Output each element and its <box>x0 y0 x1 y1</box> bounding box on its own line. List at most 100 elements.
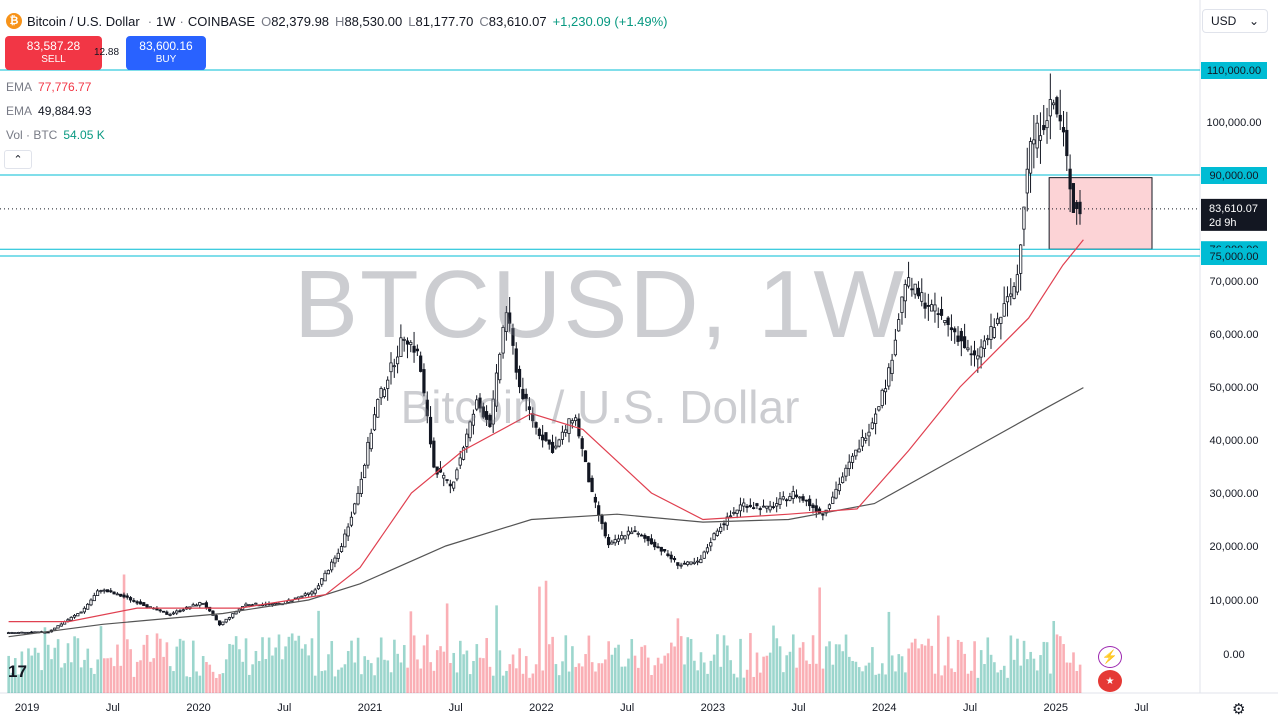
volume-bar <box>46 644 50 693</box>
candle-body <box>211 610 215 616</box>
volume-bar <box>73 636 76 693</box>
candle-body <box>791 491 795 499</box>
volume-bar <box>933 673 937 693</box>
volume-bar <box>686 637 690 693</box>
candle-body <box>580 438 584 449</box>
volume-bar <box>195 671 198 693</box>
x-tick-label: 2025 <box>1043 702 1067 714</box>
volume-bar <box>99 626 103 693</box>
buy-button[interactable]: 83,600.16 BUY <box>126 36 206 70</box>
candle-body <box>10 632 14 634</box>
candle-body <box>906 277 911 287</box>
candle-body <box>1028 141 1033 174</box>
volume-bar <box>60 667 63 693</box>
candle-body <box>989 326 993 340</box>
volume-bar <box>613 647 617 693</box>
y-tick-label: 60,000.00 <box>1210 329 1259 341</box>
volume-bar <box>973 641 976 693</box>
volume-bar <box>1029 651 1032 693</box>
candle-body <box>481 406 485 418</box>
settings-gear-icon[interactable]: ⚙ <box>1232 701 1246 718</box>
currency-select[interactable]: USD ⌄ <box>1202 9 1268 33</box>
volume-bar <box>548 644 551 693</box>
indicator-ema-1[interactable]: EMA 77,776.77 <box>6 80 92 94</box>
volume-bar <box>238 649 241 693</box>
volume-bar <box>172 671 175 693</box>
candle-body <box>630 531 634 535</box>
candle-body <box>178 610 182 613</box>
candle-body <box>1048 99 1052 117</box>
volume-bar <box>1016 638 1019 693</box>
candle-body <box>145 604 149 608</box>
volume-bar <box>205 661 208 693</box>
volume-bar <box>435 650 439 693</box>
candle-body <box>1058 114 1062 122</box>
volume-bar <box>564 635 568 693</box>
candle-body <box>6 632 11 635</box>
volume-value: 54.05 K <box>63 128 105 142</box>
y-tick-label: 70,000.00 <box>1210 276 1259 288</box>
candle-body <box>224 618 228 623</box>
volume-bar <box>20 651 24 693</box>
volume-bar <box>251 664 254 693</box>
candle-body <box>16 632 21 634</box>
y-tick-label: 20,000.00 <box>1210 541 1259 553</box>
y-tick-label: 30,000.00 <box>1210 488 1259 500</box>
candle-body <box>669 554 673 560</box>
volume-bar <box>805 660 808 693</box>
y-tick-label: 10,000.00 <box>1210 595 1259 607</box>
volume-bar <box>152 658 156 693</box>
symbol-title[interactable]: Bitcoin / U.S. Dollar <box>27 13 140 29</box>
volume-bar <box>831 664 835 693</box>
volume-bar <box>1035 670 1039 693</box>
candle-body <box>590 477 594 493</box>
us-flag-icon[interactable]: ★ <box>1098 670 1122 692</box>
candle-body <box>122 594 126 598</box>
candle-body <box>992 327 996 338</box>
spread-value: 12.88 <box>94 47 120 58</box>
candle-body <box>112 591 116 595</box>
candle-body <box>620 535 624 540</box>
volume-bar <box>768 652 772 693</box>
candle-body <box>161 610 166 613</box>
lightning-icon[interactable]: ⚡ <box>1098 646 1122 668</box>
volume-bar <box>383 659 386 693</box>
range-box <box>1048 177 1153 250</box>
ohlc-values: O82,379.98 H88,530.00 L81,177.70 C83,610… <box>261 13 668 29</box>
candle-body <box>1025 168 1029 194</box>
volume-bar <box>178 638 182 693</box>
volume-bar <box>752 676 756 693</box>
candle-body <box>702 551 706 559</box>
volume-bar <box>930 645 934 693</box>
candle-body <box>969 353 973 356</box>
volume-bar <box>297 635 301 693</box>
volume-bar <box>778 646 782 693</box>
volume-bar <box>739 638 742 693</box>
volume-bar <box>844 634 848 693</box>
indicator-ema-2[interactable]: EMA 49,884.93 <box>6 104 92 118</box>
volume-bar <box>135 661 139 693</box>
sell-button[interactable]: 83,587.28 SELL <box>5 36 102 70</box>
volume-bar <box>937 615 940 693</box>
candle-body <box>95 590 100 596</box>
candle-body <box>537 428 541 437</box>
volume-bar <box>1042 641 1046 693</box>
candle-body <box>425 399 429 417</box>
indicator-volume[interactable]: Vol · BTC 54.05 K <box>6 128 105 142</box>
volume-bar <box>630 639 634 693</box>
collapse-legend-button[interactable]: ⌃ <box>4 150 32 169</box>
level-label-bg <box>1201 248 1267 265</box>
candle-body <box>214 615 218 621</box>
volume-bar <box>894 671 897 693</box>
candle-body <box>432 440 436 468</box>
candle-body <box>320 578 324 585</box>
candle-body <box>864 437 868 441</box>
y-tick-label: 100,000.00 <box>1206 117 1261 129</box>
interval[interactable]: 1W <box>156 13 176 29</box>
volume-bar <box>304 644 307 693</box>
volume-bar <box>228 643 231 693</box>
candle-body <box>508 312 512 324</box>
volume-bar <box>442 651 446 693</box>
candle-body <box>419 355 423 372</box>
